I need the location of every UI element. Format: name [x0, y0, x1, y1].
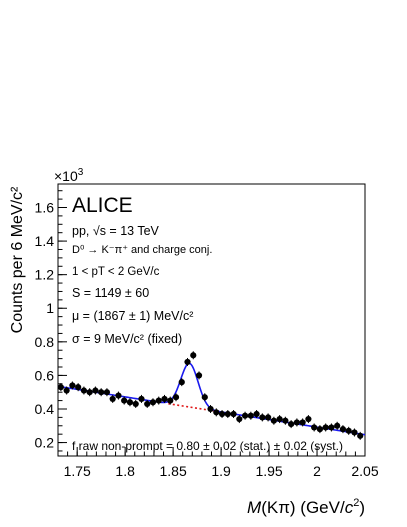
data-point: [299, 419, 306, 426]
data-point: [241, 412, 249, 419]
y-tick-label: 0.6: [35, 367, 55, 383]
data-points: [57, 351, 364, 440]
data-point: [132, 400, 139, 408]
x-tick-label: 1.75: [64, 463, 91, 479]
total-fit-curve: [57, 362, 366, 436]
data-point: [351, 429, 358, 436]
info-line-5: μ = (1867 ± 1) MeV/c²: [72, 309, 193, 323]
x-tick-label: 1.8: [115, 463, 135, 479]
data-point: [103, 389, 111, 396]
y-axis: 0.2 0.4 0.6 0.8 1 1.2 1.4 1.6: [35, 190, 67, 452]
x-tick-label: 1.9: [211, 463, 231, 479]
data-point: [195, 372, 203, 379]
data-point: [357, 432, 364, 439]
info-line-7: f raw non-prompt = 0.80 ± 0.02 (stat.) ±…: [72, 439, 343, 453]
y-tick-label: 0.8: [35, 334, 55, 350]
data-point: [86, 389, 93, 396]
info-line-2: D⁰ → K⁻π⁺ and charge conj.: [72, 244, 212, 256]
experiment-label: ALICE: [72, 194, 133, 217]
data-point: [144, 400, 151, 408]
x-tick-label: 2: [313, 463, 321, 479]
data-point: [201, 394, 208, 401]
x-axis: 1.75 1.8 1.85 1.9 1.95 2 2.05: [57, 447, 379, 479]
data-point: [247, 412, 254, 419]
data-point: [92, 387, 99, 394]
data-point: [293, 419, 300, 426]
data-point: [236, 415, 243, 423]
data-point: [311, 424, 318, 431]
y-tick-label: 1.4: [35, 233, 55, 249]
data-point: [253, 410, 260, 418]
x-tick-label: 2.05: [351, 463, 378, 479]
data-point: [270, 417, 277, 424]
x-tick-label: 1.85: [160, 463, 187, 479]
data-point: [161, 395, 168, 403]
data-point: [334, 422, 341, 429]
data-point: [63, 387, 70, 394]
data-point: [138, 395, 145, 403]
x-axis-title: M(Kπ) (GeV/c2): [247, 497, 365, 517]
data-point: [80, 387, 88, 394]
data-point: [184, 358, 191, 366]
data-point: [265, 414, 272, 421]
background-fit-line: [168, 402, 227, 414]
data-point: [57, 384, 64, 391]
data-point: [167, 397, 174, 404]
data-point: [172, 394, 180, 401]
y-tick-label: 0.2: [35, 435, 55, 451]
data-point: [190, 352, 197, 359]
info-line-3: 1 < pT < 2 GeV/c: [72, 266, 160, 278]
data-point: [178, 379, 185, 386]
data-point: [345, 427, 352, 434]
data-point: [259, 414, 266, 421]
y-tick-label: 1.6: [35, 200, 55, 216]
info-line-1: pp, √s = 13 TeV: [72, 224, 160, 238]
data-point: [126, 399, 134, 406]
data-point: [213, 409, 220, 416]
data-point: [218, 410, 226, 418]
data-point: [288, 420, 295, 428]
data-point: [115, 392, 122, 399]
data-point: [322, 424, 329, 431]
y-tick-label: 1.2: [35, 267, 55, 283]
data-point: [121, 397, 128, 404]
x-tick-label: 1.95: [255, 463, 282, 479]
data-point: [328, 424, 335, 431]
data-point: [230, 410, 237, 418]
data-point: [98, 389, 105, 396]
data-point: [69, 382, 76, 389]
info-block: pp, √s = 13 TeV D⁰ → K⁻π⁺ and charge con…: [72, 224, 343, 453]
data-point: [109, 395, 116, 403]
data-point: [316, 426, 324, 433]
data-point: [149, 399, 157, 406]
data-point: [339, 426, 347, 433]
y-tick-label: 1: [46, 300, 54, 316]
info-line-4: S = 1149 ± 60: [72, 286, 149, 300]
data-point: [75, 384, 82, 391]
y-multiplier: ×103: [54, 167, 84, 184]
data-point: [305, 415, 312, 423]
info-line-6: σ = 9 MeV/c² (fixed): [72, 332, 182, 346]
data-point: [224, 410, 231, 418]
data-point: [282, 417, 289, 424]
data-point: [207, 405, 214, 413]
y-axis-title: Counts per 6 MeV/c²: [9, 186, 26, 333]
y-tick-label: 0.4: [35, 401, 55, 417]
data-point: [155, 397, 162, 404]
data-point: [276, 415, 283, 423]
